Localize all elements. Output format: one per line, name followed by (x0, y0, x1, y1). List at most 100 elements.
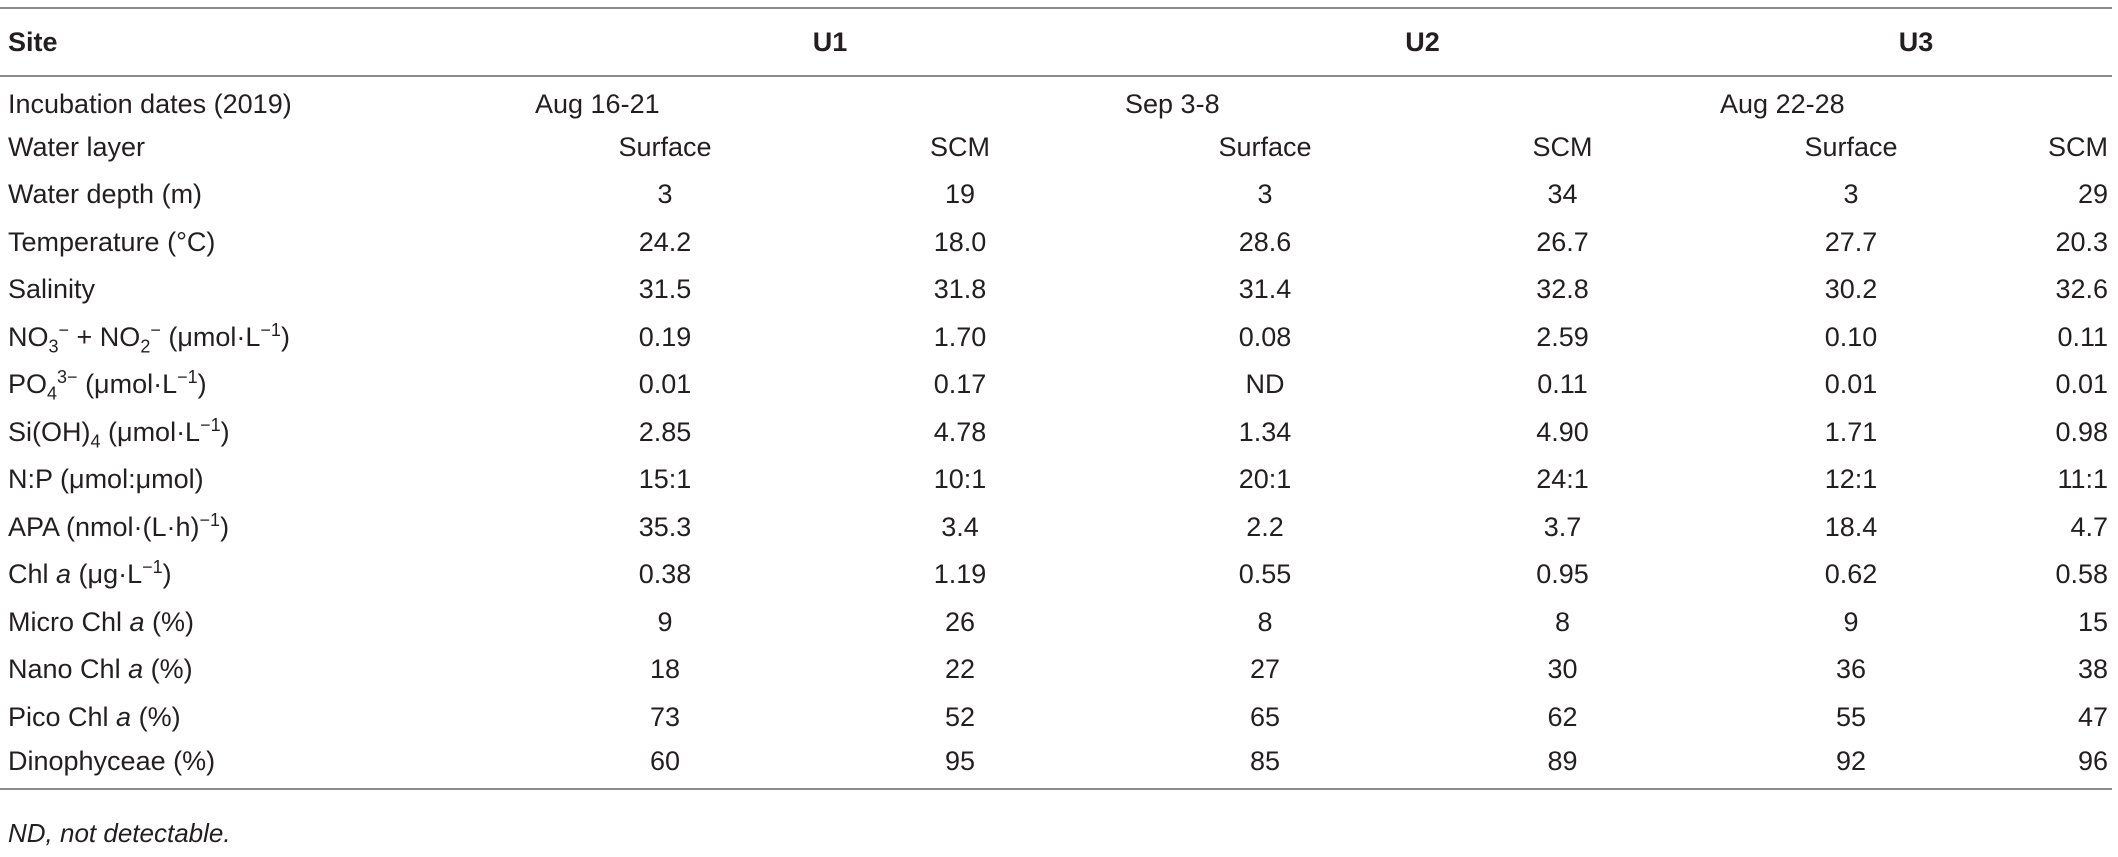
cell: 0.95 (1536, 559, 1589, 590)
cell: 26.7 (1536, 226, 1589, 257)
cell: 55 (1836, 701, 1867, 732)
table-row: Dinophyceae (%) 60 95 85 89 92 96 (0, 741, 2113, 790)
cell: Surface (1804, 131, 1898, 162)
cell: 96 (1982, 741, 2113, 790)
cell: 92 (1720, 741, 1983, 790)
cell: 65 (1249, 701, 1281, 732)
cell: 3 (1843, 179, 1859, 210)
cell: 1.19 (933, 559, 987, 590)
cell: 0.62 (1824, 559, 1878, 590)
row-label-chl-a: Chl a (μg·L−1) (8, 557, 172, 590)
cell: 73 (649, 701, 681, 732)
cell: 30 (1547, 654, 1578, 685)
cell: 32.6 (2055, 274, 2109, 305)
table-row: Pico Chl a (%) 73 52 65 62 55 47 (0, 694, 2112, 742)
cell: 36 (1836, 654, 1867, 685)
cell: 0.11 (2057, 321, 2109, 352)
header-row: Site U1 U2 U3 (0, 7, 2113, 77)
cell: 19 (944, 179, 976, 210)
cell: 0.01 (638, 369, 692, 400)
cell: 38 (2078, 654, 2109, 685)
row-label-micro-chl: Micro Chl a (%) (8, 606, 195, 637)
cell: 0.19 (638, 321, 692, 352)
row-label-nano-chl: Nano Chl a (%) (8, 654, 193, 685)
cell: 18.4 (1824, 511, 1878, 542)
cell: 2.85 (638, 416, 692, 447)
cell: 11:1 (2057, 464, 2109, 495)
row-label-temperature: Temperature (°C) (8, 226, 216, 257)
cell: 12:1 (1824, 464, 1878, 495)
cell: 35.3 (638, 511, 692, 542)
table-row: Water layer Surface SCM Surface SCM Surf… (0, 124, 2112, 172)
cell: 31.8 (933, 274, 987, 305)
table-row: Salinity 31.5 31.8 31.4 32.8 30.2 32.6 (0, 266, 2112, 314)
cell: 15:1 (638, 464, 692, 495)
header-u2: U2 (1125, 7, 1721, 77)
cell: 4.90 (1536, 416, 1589, 447)
cell: 3 (1257, 179, 1273, 210)
cell: 8 (1257, 606, 1273, 637)
table-row: PO43− (μmol·L−1) 0.01 0.17 ND 0.11 0.01 … (0, 361, 2112, 409)
cell: 0.98 (2055, 416, 2109, 447)
cell: 1.70 (933, 321, 987, 352)
cell: Surface (1218, 131, 1312, 162)
cell: 0.17 (933, 369, 987, 400)
cell: 4.78 (933, 416, 987, 447)
cell: 31.5 (638, 274, 692, 305)
cell: Surface (618, 131, 712, 162)
cell: 24:1 (1536, 464, 1589, 495)
row-label-nitrate: NO3− + NO2− (μmol·L−1) (8, 319, 290, 357)
cell: 1.34 (1238, 416, 1292, 447)
cell: SCM (1532, 131, 1593, 162)
cell: 89 (1405, 741, 1721, 790)
cell: 3.7 (1543, 511, 1582, 542)
cell: 0.11 (1537, 369, 1588, 400)
cell: SCM (2048, 131, 2109, 162)
cell: 20:1 (1238, 464, 1292, 495)
cell: 52 (944, 701, 976, 732)
table-row: N:P (μmol:μmol) 15:1 10:1 20:1 24:1 12:1… (0, 456, 2112, 504)
cell: 15 (2078, 606, 2109, 637)
incubation-u2: Sep 3-8 (1125, 88, 1220, 119)
table-row: Micro Chl a (%) 9 26 8 8 9 15 (0, 599, 2112, 647)
cell: 31.4 (1238, 274, 1292, 305)
cell: 22 (944, 654, 976, 685)
cell: 10:1 (933, 464, 987, 495)
row-label-salinity: Salinity (8, 274, 96, 305)
cell: 20.3 (2055, 226, 2109, 257)
row-label-pico-chl: Pico Chl a (%) (8, 701, 181, 732)
cell: 28.6 (1238, 226, 1292, 257)
table-row: Water depth (m) 3 19 3 34 3 29 (0, 171, 2112, 219)
cell: 26 (944, 606, 976, 637)
cell: 8 (1555, 606, 1571, 637)
table-row: Incubation dates (2019) Aug 16-21 Sep 3-… (0, 76, 2112, 124)
cell: 0.38 (638, 559, 692, 590)
row-label-water-layer: Water layer (8, 131, 146, 162)
cell: 62 (1547, 701, 1578, 732)
incubation-u3: Aug 22-28 (1720, 88, 1845, 119)
incubation-u1: Aug 16-21 (535, 88, 660, 119)
cell: 18.0 (933, 226, 987, 257)
header-site: Site (0, 7, 535, 77)
cell: 30.2 (1824, 274, 1878, 305)
row-label-dinophyceae: Dinophyceae (%) (0, 741, 535, 790)
table-row: APA (nmol·(L·h)−1) 35.3 3.4 2.2 3.7 18.4… (0, 504, 2112, 552)
environmental-parameters-table: Site U1 U2 U3 Incubation dates (2019) Au… (0, 7, 2113, 790)
table-footnote: ND, not detectable. (8, 818, 231, 848)
cell: 47 (2078, 701, 2109, 732)
cell: 0.55 (1238, 559, 1292, 590)
row-label-phosphate: PO43− (μmol·L−1) (8, 367, 207, 404)
cell: 0.10 (1824, 321, 1878, 352)
cell: 0.01 (1824, 369, 1878, 400)
cell: 32.8 (1536, 274, 1589, 305)
table-row: Nano Chl a (%) 18 22 27 30 36 38 (0, 646, 2112, 694)
cell: 24.2 (638, 226, 692, 257)
cell: 2.2 (1246, 511, 1284, 542)
row-label-np-ratio: N:P (μmol:μmol) (8, 464, 204, 495)
cell: 0.58 (2055, 559, 2109, 590)
header-u1: U1 (535, 7, 1126, 77)
cell: 27 (1249, 654, 1281, 685)
cell: 9 (1843, 606, 1859, 637)
row-label-apa: APA (nmol·(L·h)−1) (8, 509, 230, 542)
cell: 0.08 (1238, 321, 1292, 352)
